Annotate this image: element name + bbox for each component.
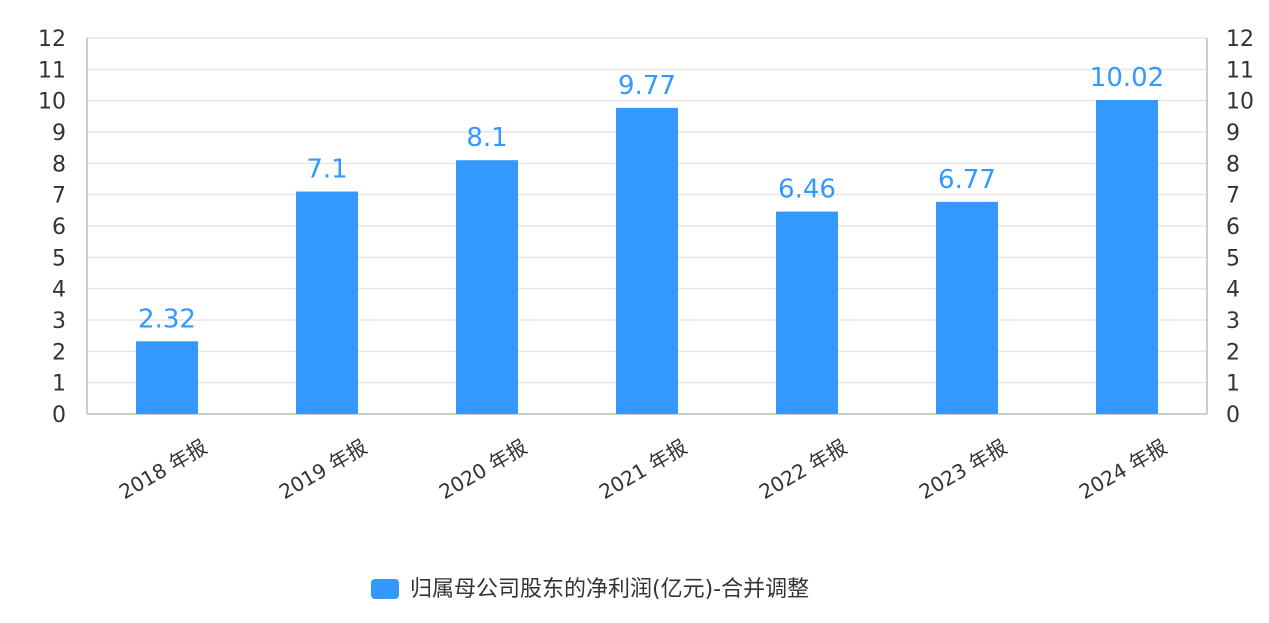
y-tick-label-left: 5 <box>52 246 66 271</box>
y-tick-label-right: 12 <box>1226 27 1254 52</box>
y-tick-label-left: 3 <box>52 309 66 334</box>
x-tick-label: 2021 年报 <box>595 435 691 504</box>
x-axis: 2018 年报 2019 年报 2020 年报 2021 年报 2022 年报 2023 … <box>115 435 1171 504</box>
y-tick-label-left: 1 <box>52 372 66 397</box>
bar[interactable] <box>936 201 998 414</box>
y-tick-label-right: 4 <box>1226 278 1240 303</box>
x-tick-label: 2023 年报 <box>915 435 1011 504</box>
y-tick-label-right: 11 <box>1226 58 1254 83</box>
data-label: 9.77 <box>618 71 676 101</box>
bar[interactable] <box>136 341 198 414</box>
y-tick-label-right: 3 <box>1226 309 1240 334</box>
legend-label: 归属母公司股东的净利润(亿元)-合并调整 <box>410 577 809 602</box>
y-tick-label-left: 2 <box>52 340 66 365</box>
bar[interactable] <box>296 191 358 414</box>
bar[interactable] <box>1096 100 1158 414</box>
bar[interactable] <box>456 160 518 414</box>
y-tick-label-right: 10 <box>1226 90 1254 115</box>
data-label: 8.1 <box>466 123 507 153</box>
data-label: 2.32 <box>138 304 196 334</box>
x-tick-label: 2018 年报 <box>115 435 211 504</box>
y-tick-label-left: 8 <box>52 152 66 177</box>
y-tick-label-left: 10 <box>38 90 66 115</box>
y-tick-label-right: 8 <box>1226 152 1240 177</box>
y-tick-label-left: 9 <box>52 121 66 146</box>
bar[interactable] <box>616 107 678 414</box>
data-labels: 2.32 7.1 8.1 9.77 6.46 6.77 10.02 <box>138 63 1164 334</box>
y-tick-label-right: 2 <box>1226 340 1240 365</box>
bar[interactable] <box>776 211 838 414</box>
legend[interactable]: 归属母公司股东的净利润(亿元)-合并调整 <box>371 577 809 602</box>
data-label: 6.46 <box>778 175 836 205</box>
y-tick-label-right: 5 <box>1226 246 1240 271</box>
x-tick-label: 2022 年报 <box>755 435 851 504</box>
y-tick-label-left: 6 <box>52 215 66 240</box>
bars <box>136 100 1158 414</box>
y-tick-label-left: 7 <box>52 184 66 209</box>
data-label: 7.1 <box>306 155 347 185</box>
y-tick-label-left: 12 <box>38 27 66 52</box>
data-label: 10.02 <box>1090 63 1164 93</box>
x-tick-label: 2024 年报 <box>1075 435 1171 504</box>
y-tick-label-right: 9 <box>1226 121 1240 146</box>
data-label: 6.77 <box>938 165 996 195</box>
x-tick-label: 2019 年报 <box>275 435 371 504</box>
y-tick-label-left: 4 <box>52 278 66 303</box>
legend-swatch <box>371 579 399 599</box>
y-tick-label-left: 11 <box>38 58 66 83</box>
y-tick-label-right: 7 <box>1226 184 1240 209</box>
y-tick-label-right: 0 <box>1226 403 1240 428</box>
y-tick-label-right: 6 <box>1226 215 1240 240</box>
x-tick-label: 2020 年报 <box>435 435 531 504</box>
y-tick-label-right: 1 <box>1226 372 1240 397</box>
y-tick-label-left: 0 <box>52 403 66 428</box>
